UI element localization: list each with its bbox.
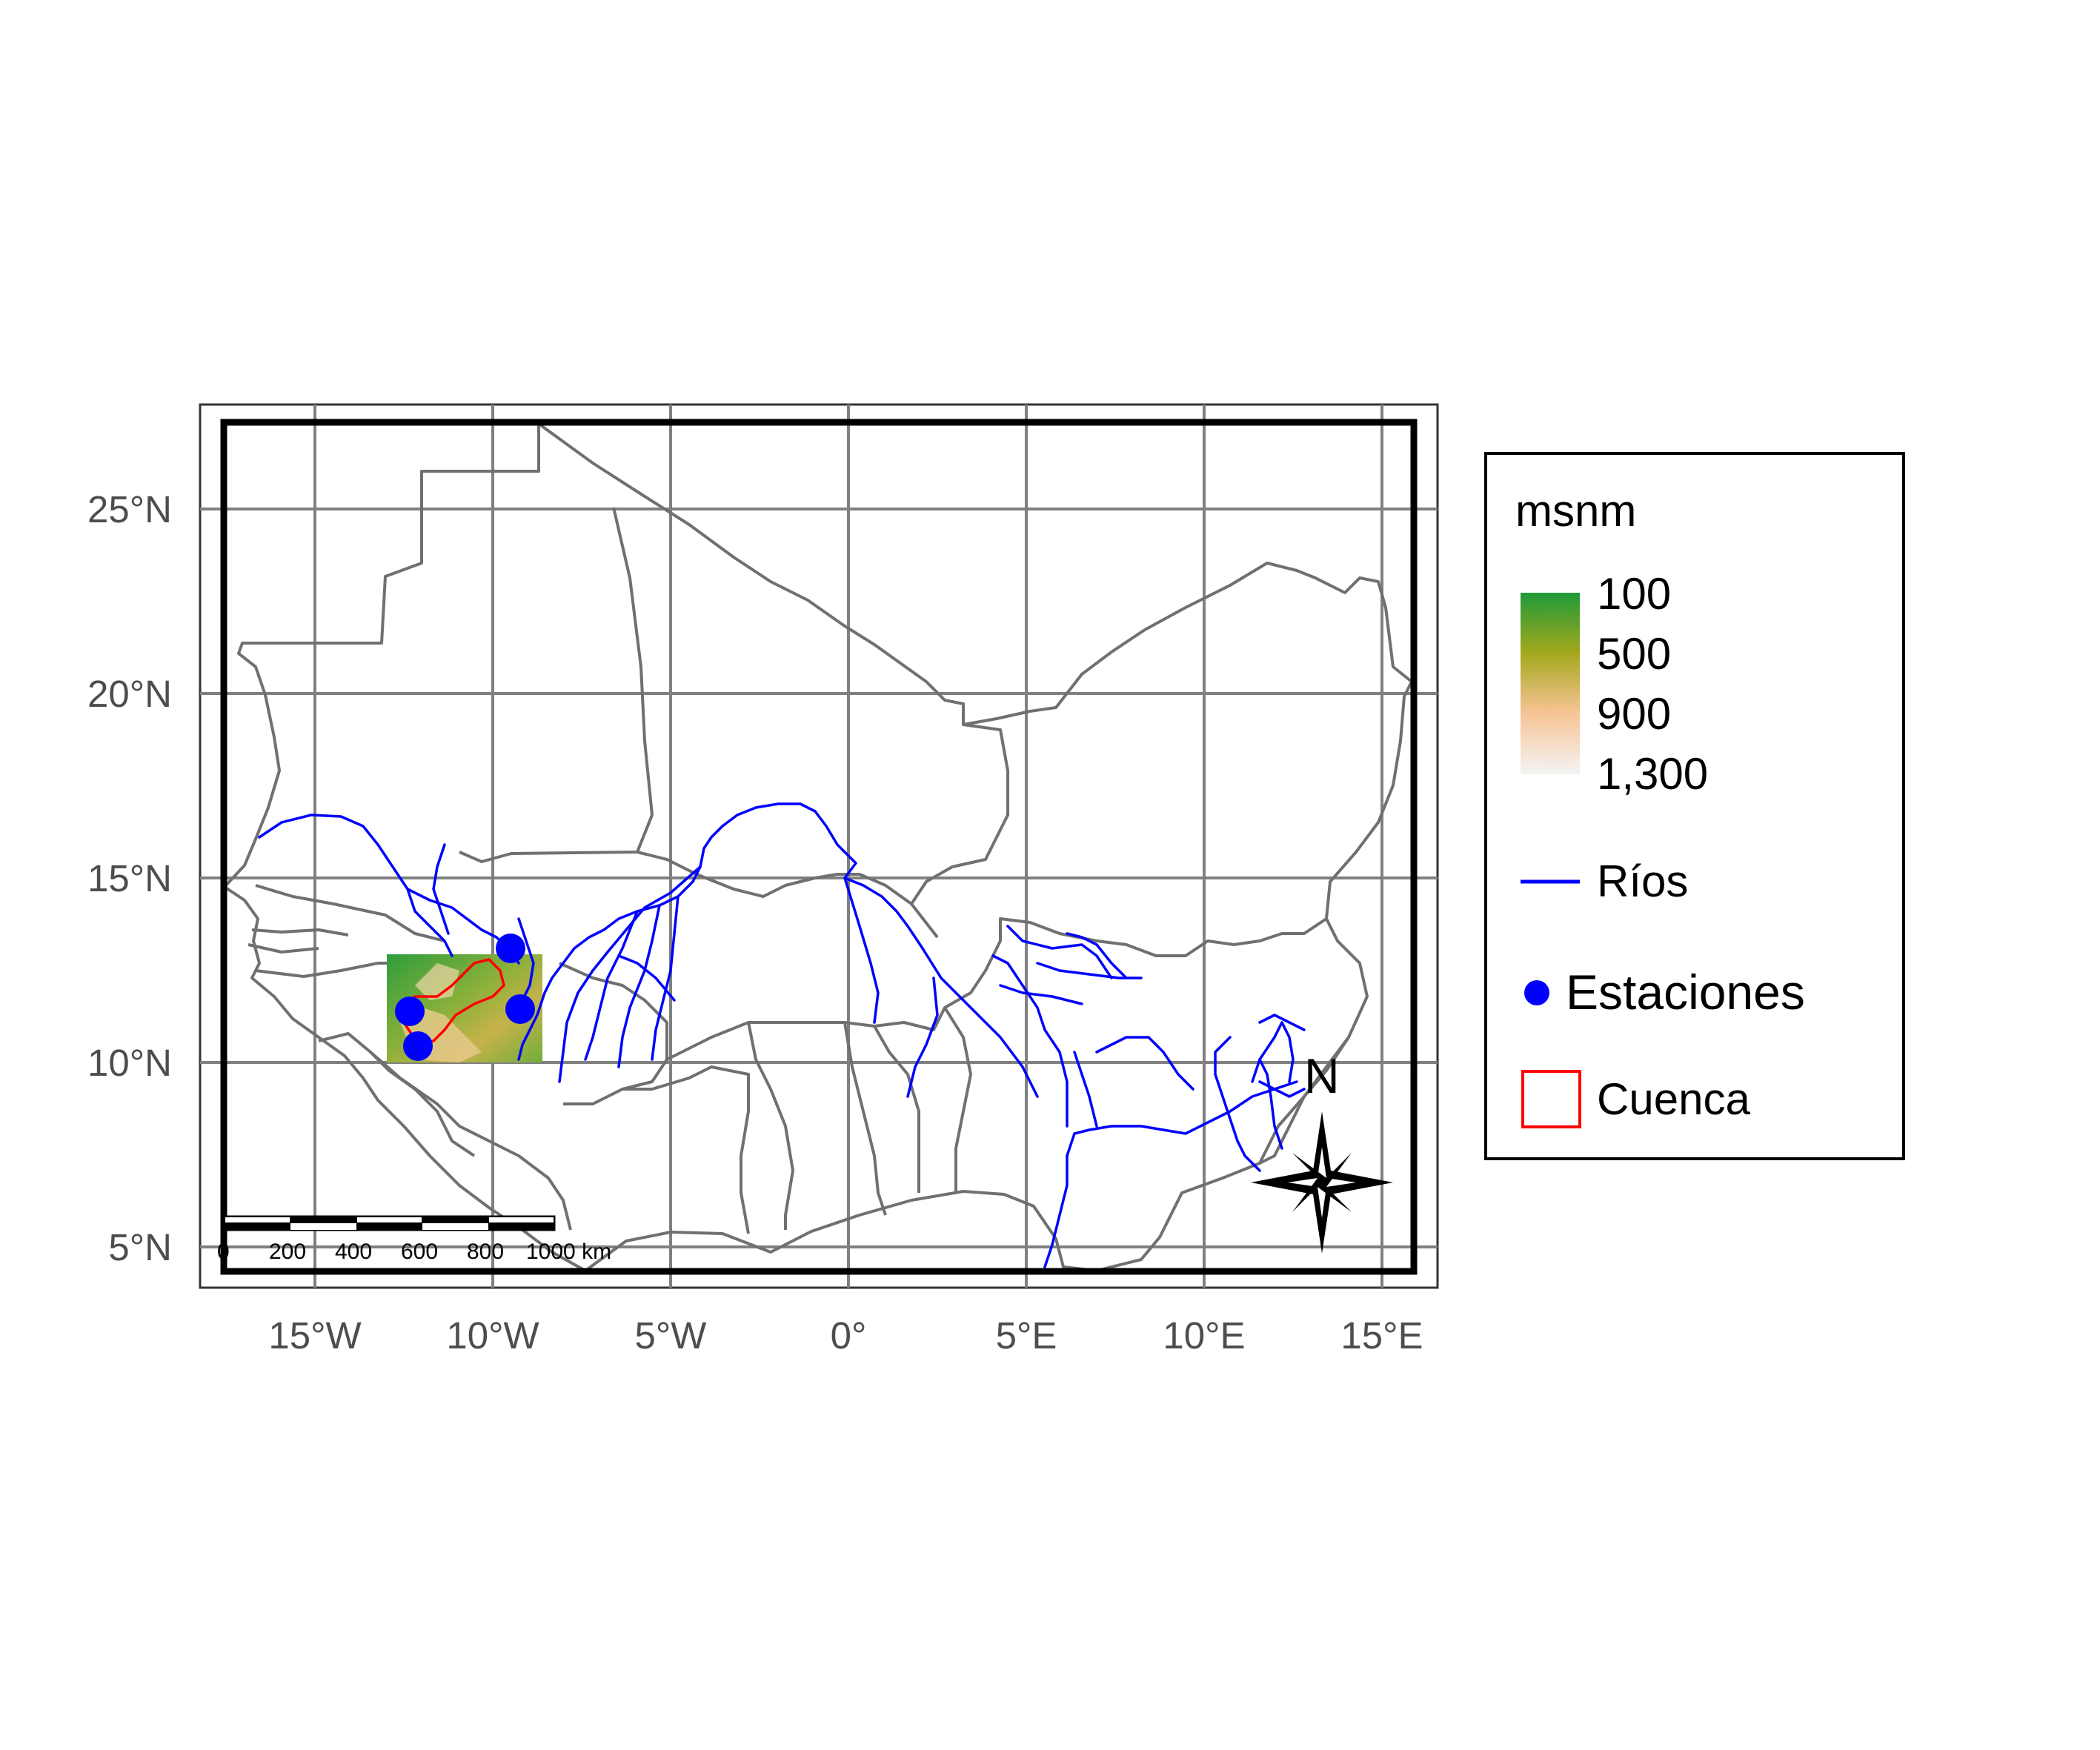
river-nigeria-mid2 (1073, 1051, 1098, 1128)
border-burkina-south (666, 969, 987, 1061)
basin-legend-swatch (1521, 1070, 1581, 1128)
scale-segment-3 (356, 1216, 423, 1224)
scale-label-1000km: 1000 km (526, 1240, 611, 1264)
border-mauritania-south (255, 884, 445, 942)
river-sokoto (1006, 925, 1113, 979)
station-1 (496, 934, 525, 963)
station-4 (403, 1031, 433, 1061)
stations-legend-label: Estaciones (1566, 965, 1805, 1019)
legend-box (1484, 452, 1905, 1160)
border-mali-niger (910, 723, 1009, 905)
north-arrow-label: N (1304, 1048, 1340, 1103)
stations-legend-swatch (1524, 980, 1549, 1005)
elevation-label-1300: 1,300 (1597, 749, 1708, 799)
x-axis-labels: 15°W 10°W 5°W 0° 5°E 10°E 15°E (268, 1314, 1423, 1357)
scale-segment-7 (290, 1223, 356, 1230)
border-gambia (247, 928, 349, 954)
border-togo-benin (873, 1025, 920, 1193)
map-frame (220, 419, 1418, 1275)
scale-segment-6 (225, 1223, 290, 1230)
elevation-highlands-2 (415, 963, 459, 1000)
stations (395, 934, 535, 1061)
border-cote-divoire (563, 1065, 750, 1234)
x-tick-15w: 15°W (268, 1314, 361, 1357)
scale-segment-8 (356, 1223, 422, 1230)
scale-segment-9 (422, 1223, 488, 1230)
legend: msnm 100 500 900 1,300 Ríos Estaciones C… (1484, 452, 1905, 1160)
panel-border (199, 403, 1439, 1289)
compass-rose-diag (1292, 1153, 1352, 1212)
river-bani (558, 865, 702, 1083)
elevation-label-900: 900 (1597, 689, 1671, 739)
scale-segment-1 (224, 1216, 291, 1224)
rivers (258, 802, 1306, 1268)
border-niger-nigeria (984, 917, 1328, 971)
y-tick-25n: 25°N (87, 488, 172, 530)
river-niger-lower (1043, 1154, 1069, 1268)
border-benin-nigeria (943, 1006, 972, 1193)
legend-title: msnm (1515, 486, 1636, 536)
basin-legend-label: Cuenca (1597, 1074, 1750, 1124)
river-cameroon-4 (1258, 1014, 1306, 1031)
border-ghana (747, 1022, 794, 1230)
scale-label-600: 600 (401, 1240, 438, 1264)
y-tick-15n: 15°N (87, 857, 172, 899)
x-tick-10w: 10°W (446, 1314, 539, 1357)
y-axis-labels: 25°N 20°N 15°N 10°N 5°N (87, 488, 172, 1268)
river-bafing (432, 843, 450, 935)
x-tick-5e: 5°E (996, 1314, 1057, 1357)
scale-segment-4 (422, 1217, 488, 1223)
y-tick-5n: 5°N (108, 1226, 172, 1268)
x-tick-5w: 5°W (635, 1314, 707, 1357)
river-gambia (406, 888, 453, 957)
river-niger-south-1 (584, 910, 639, 1061)
x-tick-10e: 10°E (1163, 1314, 1245, 1357)
west-africa-outline (223, 422, 1413, 1272)
border-mali-burkina (637, 851, 939, 939)
river-kaduna (999, 984, 1083, 1005)
river-faleme (517, 917, 535, 1009)
river-gongola (1066, 932, 1128, 979)
rivers-legend-label: Ríos (1597, 856, 1688, 906)
scale-bar: 0 200 400 600 800 1000 km (217, 1215, 611, 1264)
river-niger-south-2 (617, 904, 661, 1068)
river-nigeria-north (991, 954, 1069, 1128)
station-2 (505, 994, 535, 1024)
map-panel: 0 200 400 600 800 1000 km N (199, 403, 1439, 1289)
north-arrow: N (1251, 1048, 1393, 1254)
country-borders (223, 422, 1413, 1272)
river-niger-south-3 (651, 895, 679, 1061)
scale-segment-10 (488, 1223, 554, 1230)
elevation-colorbar (1521, 593, 1580, 774)
river-black-volta (843, 876, 880, 1024)
elevation-label-100: 100 (1597, 569, 1671, 619)
scale-label-800: 800 (467, 1240, 504, 1264)
elevation-label-500: 500 (1597, 629, 1671, 679)
scale-segment-2 (290, 1217, 356, 1223)
river-niger (517, 802, 1039, 1098)
river-cameroon-3 (1258, 1080, 1306, 1098)
border-liberia (369, 1051, 572, 1231)
border-nigeria-cameroon (1259, 1036, 1350, 1165)
river-cross (1214, 1036, 1261, 1172)
river-niger-south-4 (617, 954, 676, 1002)
y-tick-20n: 20°N (87, 673, 172, 715)
river-benue (1066, 1080, 1298, 1157)
river-volta (906, 977, 939, 1098)
x-tick-15e: 15°E (1340, 1314, 1423, 1357)
y-tick-10n: 10°N (87, 1042, 172, 1084)
border-ghana-togo (843, 1022, 887, 1216)
scale-label-0: 0 (217, 1240, 230, 1264)
scale-label-400: 400 (335, 1240, 372, 1264)
river-nigeria-mid (1095, 1036, 1194, 1091)
river-cameroon-2 (1258, 1058, 1283, 1150)
border-mali-south (559, 962, 668, 1091)
x-tick-0: 0° (831, 1314, 867, 1357)
station-3 (395, 997, 425, 1026)
scale-segment-5 (488, 1216, 555, 1224)
border-mauritania-mali (459, 507, 654, 863)
scale-label-200: 200 (269, 1240, 306, 1264)
